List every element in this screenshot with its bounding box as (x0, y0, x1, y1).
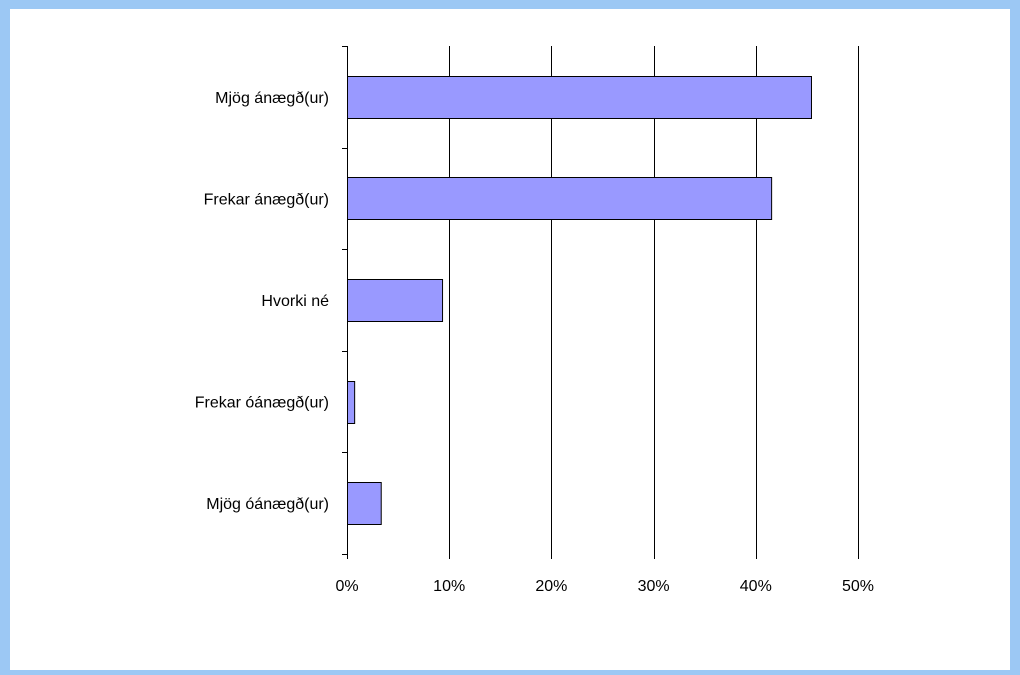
bar-2 (348, 178, 772, 220)
bar-3 (348, 280, 443, 322)
bar-5 (348, 483, 382, 525)
x-tick-label-40: 40% (740, 578, 772, 595)
x-tick-label-20: 20% (535, 578, 567, 595)
gridlines (450, 46, 859, 554)
x-tick-label-50: 50% (842, 578, 874, 595)
labels: Mjög ánægð(ur) Frekar ánægð(ur) Hvorki né F… (195, 90, 874, 595)
x-tick-label-10: 10% (433, 578, 465, 595)
category-label-1: Mjög ánægð(ur) (215, 90, 329, 107)
category-label-2: Frekar ánægð(ur) (204, 191, 329, 208)
bars (348, 77, 812, 525)
category-label-4: Frekar óánægð(ur) (195, 395, 329, 412)
bar-4 (348, 382, 355, 424)
x-tick-label-0: 0% (335, 578, 358, 595)
category-label-5: Mjög óánægð(ur) (206, 496, 329, 513)
bar-1 (348, 77, 812, 119)
category-label-3: Hvorki né (261, 293, 329, 310)
x-tick-label-30: 30% (638, 578, 670, 595)
